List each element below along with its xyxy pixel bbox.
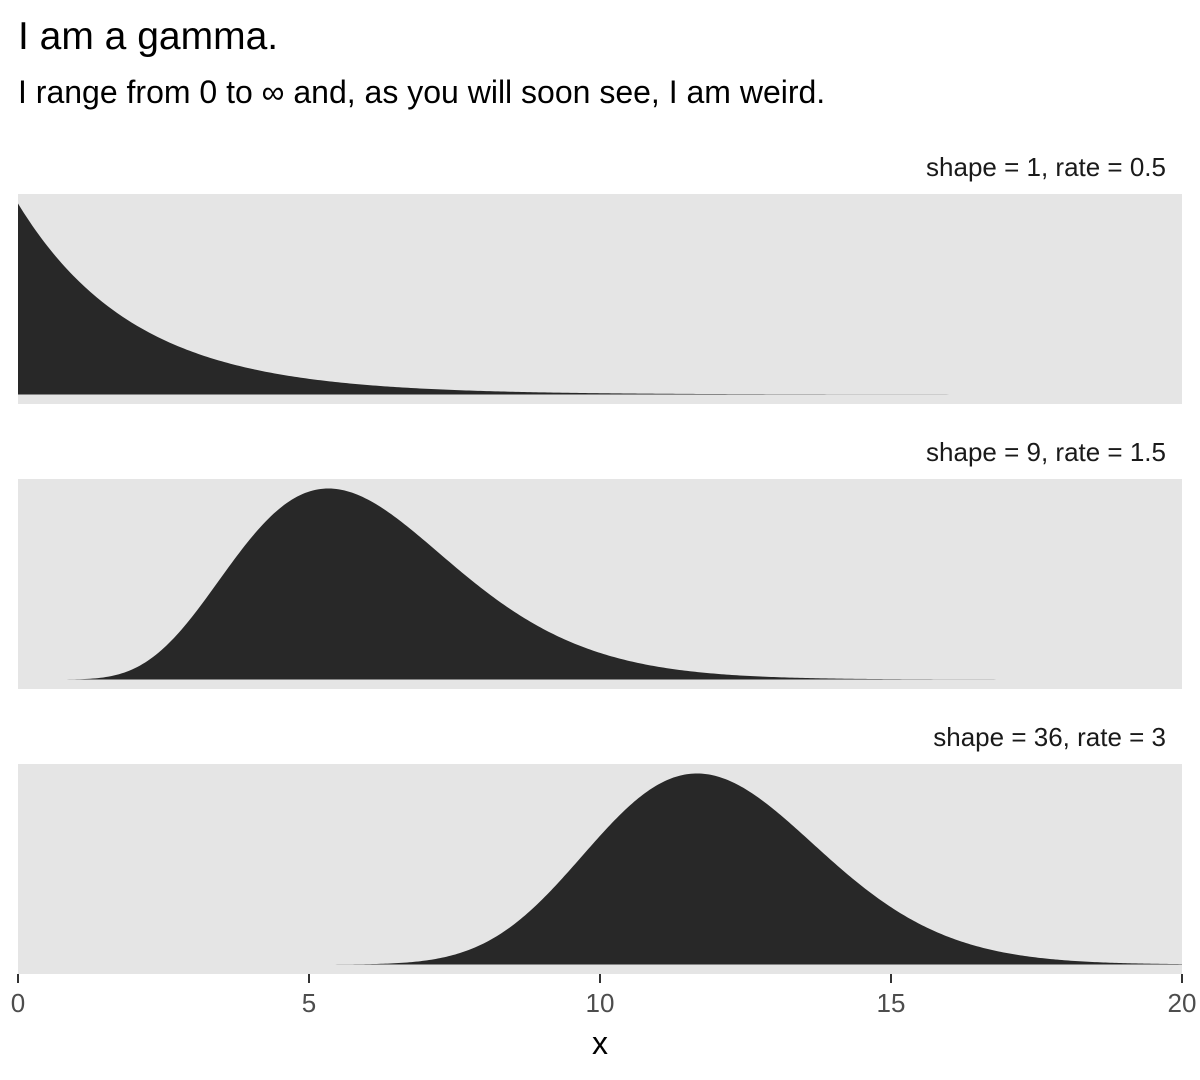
density-area-1 [18, 203, 1182, 395]
x-axis: 0 5 10 15 20 [11, 974, 1197, 1018]
density-area-3 [309, 773, 1182, 965]
x-axis-title: x [592, 1025, 608, 1061]
facet-panel-1: shape = 1, rate = 0.5 [18, 152, 1182, 404]
chart-subtitle: I range from 0 to ∞ and, as you will soo… [18, 74, 826, 110]
x-tick-label: 10 [586, 988, 615, 1018]
x-tick-label: 20 [1168, 988, 1197, 1018]
density-area-2 [58, 488, 1107, 680]
x-tick-label: 5 [302, 988, 316, 1018]
x-tick-label: 15 [877, 988, 906, 1018]
x-tick-label: 0 [11, 988, 25, 1018]
facet-panel-3: shape = 36, rate = 3 [18, 722, 1182, 974]
facet-strip-label-2: shape = 9, rate = 1.5 [926, 437, 1166, 467]
facet-strip-label-3: shape = 36, rate = 3 [933, 722, 1166, 752]
facet-strip-label-1: shape = 1, rate = 0.5 [926, 152, 1166, 182]
chart-title: I am a gamma. [18, 15, 279, 58]
facet-panel-2: shape = 9, rate = 1.5 [18, 437, 1182, 689]
